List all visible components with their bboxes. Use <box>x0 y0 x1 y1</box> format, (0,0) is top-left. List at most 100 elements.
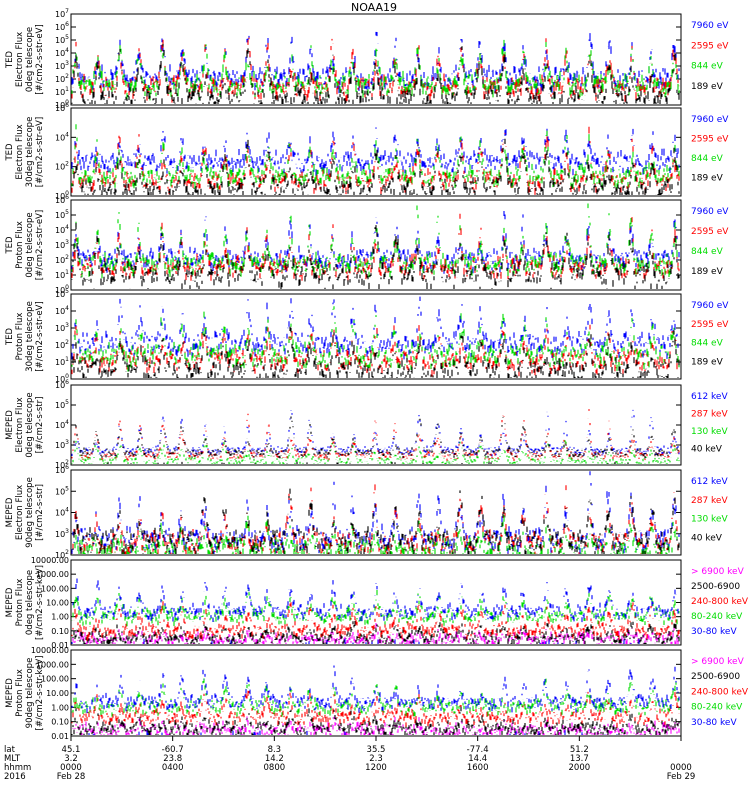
legend-entry: 80-240 keV <box>691 703 743 713</box>
y-tick-label: 100 <box>55 99 69 110</box>
panel-8: 0.01 0.10 1.00 10.00 100.00 1000.00 10000.00ME… <box>5 646 749 741</box>
series-trace-40-kev <box>71 488 680 554</box>
y-tick-label: 1.00 <box>51 703 69 712</box>
y-tick-label: 105 <box>55 399 69 410</box>
y-tick-label: 1.00 <box>51 613 69 622</box>
panel-legend: > 6900 keV 2500-6900 240-800 keV 80-240 keV… <box>691 657 749 728</box>
y-tick-label: 103 <box>55 439 69 450</box>
legend-entry: 189 eV <box>691 174 724 184</box>
x-tick-label: 0400 <box>162 763 184 773</box>
legend-entry: 612 keV <box>691 392 728 402</box>
series-trace-7960-ev <box>71 127 680 177</box>
legend-entry: 2595 eV <box>691 135 729 145</box>
series-trace-30-80-kev <box>71 665 680 735</box>
y-tick-label: 101 <box>55 86 69 97</box>
legend-entry: 7960 eV <box>691 115 729 125</box>
legend-entry: 2595 eV <box>691 320 729 330</box>
legend-entry: 30-80 keV <box>691 627 737 637</box>
series-trace-189-ev <box>72 138 680 195</box>
y-tick-label: 103 <box>55 60 69 71</box>
y-tick-label: 102 <box>55 73 69 84</box>
y-tick-label: 100 <box>55 373 69 384</box>
y-axis-label: MEPEDElectron Flux90deg telescope[#/cm2-… <box>5 477 45 548</box>
series-trace-189-ev <box>72 326 680 378</box>
legend-entry: 844 eV <box>691 154 724 164</box>
y-tick-label: 104 <box>55 47 69 58</box>
series-trace-844-ev <box>71 203 680 279</box>
x-row-label: 2016 <box>4 772 26 782</box>
legend-entry: 189 eV <box>691 357 724 367</box>
y-tick-label: 104 <box>55 507 69 518</box>
x-tick-label: 8.3 <box>268 745 282 755</box>
y-tick-label: 100.00 <box>41 675 69 684</box>
legend-entry: 287 keV <box>691 410 728 420</box>
y-tick-label: 103 <box>55 322 69 333</box>
x-tick-label: 0800 <box>264 763 286 773</box>
series-trace-80-240-kev <box>71 588 680 627</box>
series-trace--6900-kev <box>72 623 680 644</box>
y-tick-label: 104 <box>55 305 69 316</box>
y-axis-label: TEDProton Flux0deg telescope[#/cm2-s-str… <box>5 210 45 280</box>
legend-entry: 2595 eV <box>691 41 729 51</box>
x-tick-label: 3.2 <box>64 754 78 764</box>
panel-frame <box>70 13 682 106</box>
y-tick-label: 102 <box>55 161 69 172</box>
panel-legend: 7960 eV 2595 eV 844 eV 189 eV <box>691 21 729 92</box>
legend-entry: 7960 eV <box>691 207 729 217</box>
series-trace-130-kev <box>71 438 680 464</box>
legend-entry: 2595 eV <box>691 227 729 237</box>
y-tick-label: 106 <box>55 464 69 475</box>
y-axis-label: MEPEDProton Flux90deg telescope[#/cm2-s-… <box>5 656 45 731</box>
y-tick-label: 10000.00 <box>31 556 69 565</box>
x-tick-label: 14.4 <box>468 754 487 764</box>
y-tick-label: 104 <box>55 419 69 430</box>
y-tick-label: 0.10 <box>51 718 69 727</box>
series-trace-40-kev <box>72 416 679 464</box>
legend-entry: 240-800 keV <box>691 687 749 697</box>
series-trace-2595-ev <box>71 37 680 103</box>
legend-entry: 80-240 keV <box>691 612 743 622</box>
y-tick-label: 106 <box>55 379 69 390</box>
y-tick-label: 10.00 <box>46 689 69 698</box>
y-axis-label: TEDElectron Flux30deg telescope[#/cm2-s-… <box>5 117 45 188</box>
y-tick-label: 104 <box>55 224 69 235</box>
panel-7: 0.01 0.10 1.00 10.00 100.00 1000.00 10000.00ME… <box>5 556 749 650</box>
x-tick-label: -60.7 <box>162 745 184 755</box>
y-tick-label: 105 <box>55 288 69 299</box>
y-tick-label: 107 <box>55 8 69 19</box>
legend-entry: 30-80 keV <box>691 718 737 728</box>
x-row-label: hhmm <box>4 763 31 773</box>
panel-1: 100 101 102 103 104 105 106 107 TEDElectron Flux… <box>5 8 729 110</box>
y-axis-label: MEPEDElectron Flux0deg telescope[#/cm2-s… <box>5 392 45 457</box>
legend-entry: 189 eV <box>691 267 724 277</box>
legend-entry: 240-800 keV <box>691 597 749 607</box>
series-trace-240-800-kev <box>71 601 680 641</box>
y-tick-label: 106 <box>55 21 69 32</box>
series-trace-189-ev <box>71 223 680 289</box>
legend-entry: 2500-6900 <box>691 582 740 592</box>
y-tick-label: 100 <box>55 190 69 201</box>
panel-legend: > 6900 keV 2500-6900 240-800 keV 80-240 keV… <box>691 567 749 637</box>
legend-entry: 40 keV <box>691 445 723 455</box>
legend-entry: 844 eV <box>691 339 724 349</box>
panel-legend: 7960 eV 2595 eV 844 eV 189 eV <box>691 115 729 184</box>
panel-frame <box>70 107 682 197</box>
y-axis-label: MEPEDProton Flux0deg telescope[#/cm2-s-s… <box>5 565 45 640</box>
x-tick-label: 23.8 <box>163 754 182 764</box>
panel-legend: 612 keV 287 keV 130 keV 40 keV <box>691 477 728 543</box>
x-row-label: MLT <box>4 754 21 764</box>
legend-entry: 130 keV <box>691 515 728 525</box>
series-trace-844-ev <box>71 306 680 372</box>
legend-entry: 7960 eV <box>691 21 729 31</box>
x-tick-label: 2000 <box>569 763 591 773</box>
panel-6: 102 103 104 105 106 MEPEDElectron Flux90deg t… <box>5 464 728 560</box>
y-tick-label: 1000.00 <box>36 570 69 579</box>
panel-4: 100 101 102 103 104 105 TEDProton Flux30deg te… <box>5 288 729 384</box>
x-tick-label: 13.7 <box>570 754 589 764</box>
panel-5: 102 103 104 105 106 MEPEDElectron Flux0deg te… <box>5 379 728 470</box>
y-tick-label: 102 <box>55 549 69 560</box>
y-tick-label: 10000.00 <box>31 646 69 655</box>
y-tick-label: 101 <box>55 356 69 367</box>
x-tick-label: 2.3 <box>369 754 383 764</box>
